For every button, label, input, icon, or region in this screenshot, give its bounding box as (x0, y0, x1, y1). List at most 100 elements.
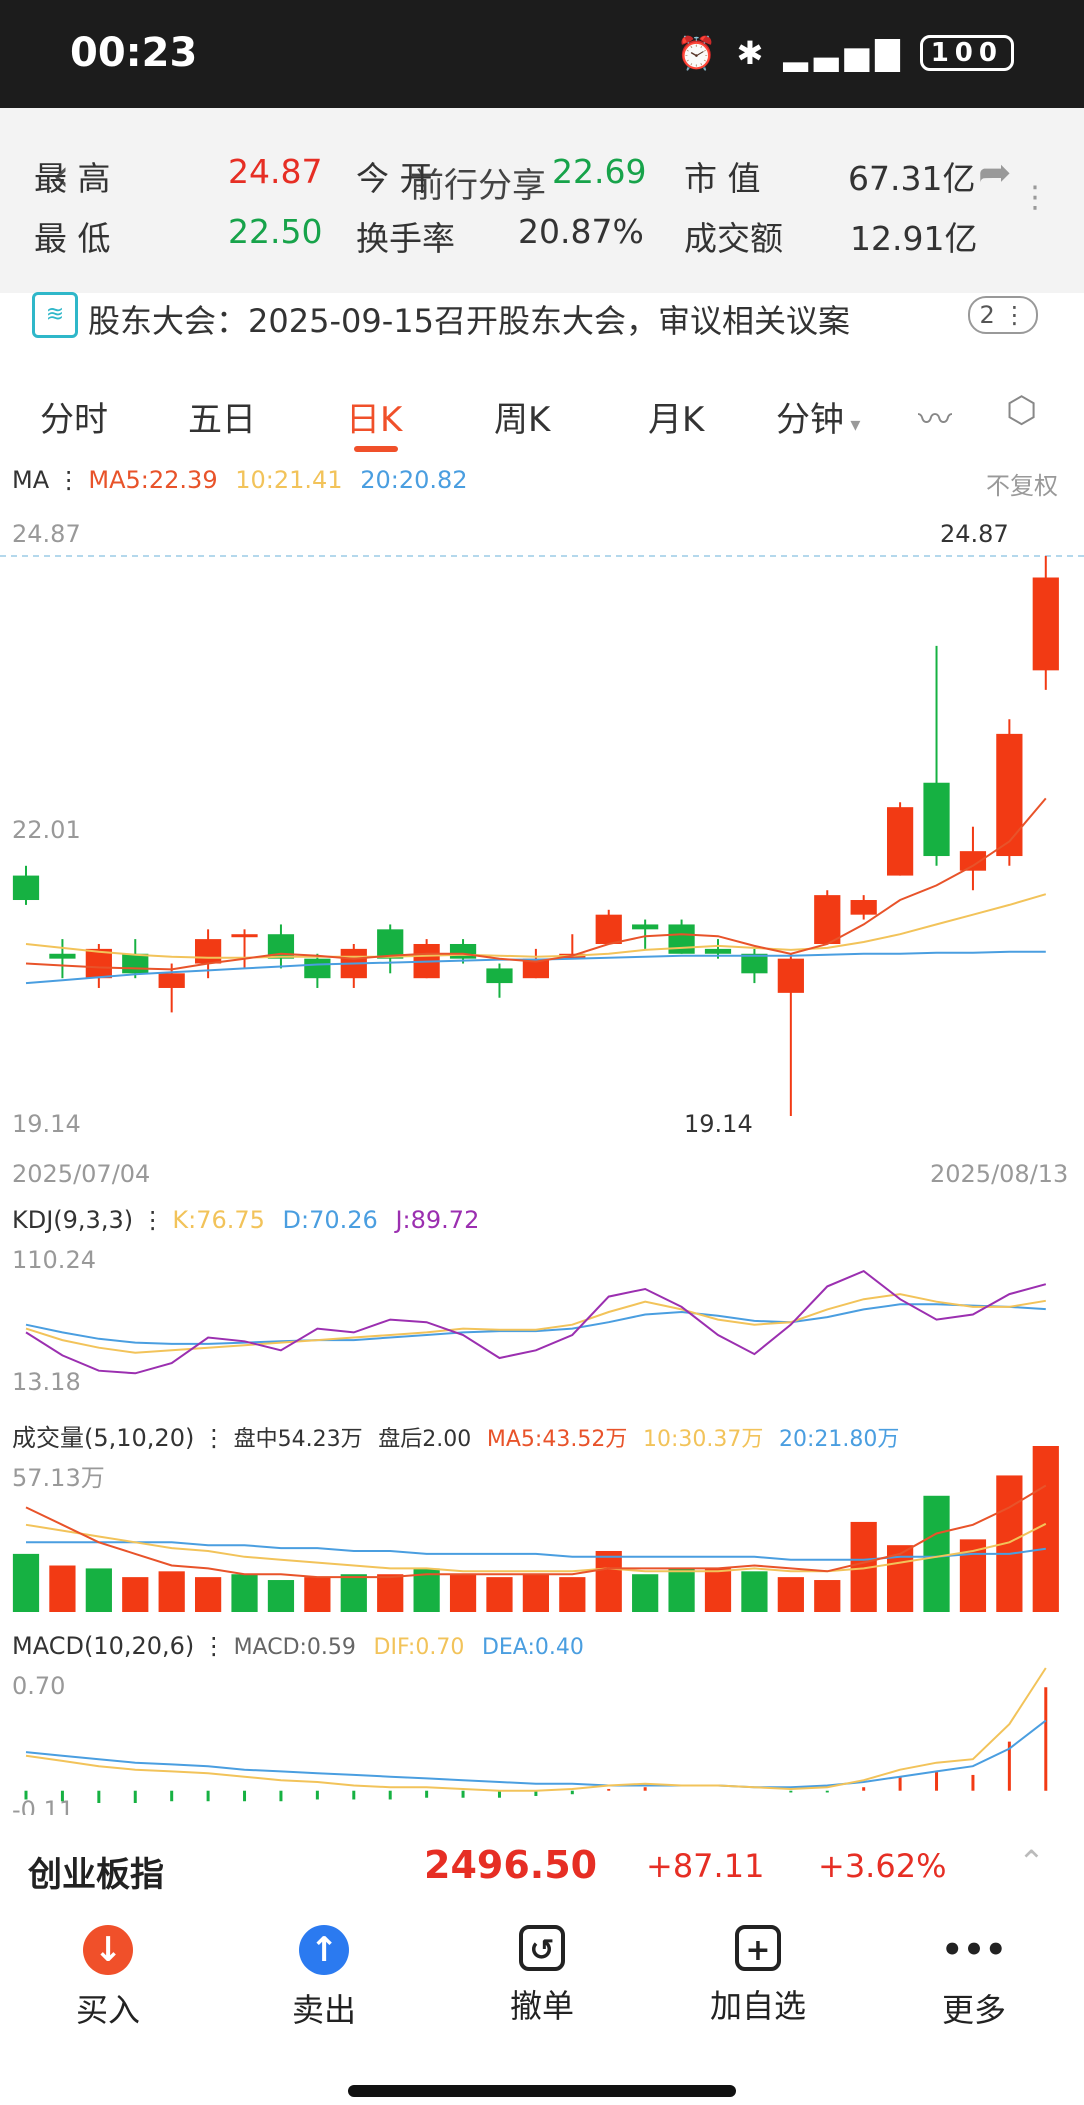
volume-ma20: 20:21.80万 (779, 1427, 900, 1452)
kdj-title: KDJ(9,3,3) (12, 1206, 134, 1234)
clock: 00:23 (70, 30, 198, 76)
tab-monthly-k[interactable]: 月K (648, 400, 705, 440)
ma-legend: MA ⋮ MA5:22.39 10:21.41 20:20.82 (12, 466, 468, 494)
candle-body (923, 782, 950, 857)
date-start: 2025/07/04 (12, 1160, 151, 1188)
buy-label: 买入 (75, 1991, 140, 2029)
add-watchlist-button[interactable]: + 加自选 (698, 1925, 818, 2027)
index-name: 创业板指 (28, 1855, 164, 1895)
tab-minute[interactable]: 分钟 ▾ (776, 392, 860, 441)
buy-icon: ↓ (83, 1925, 133, 1975)
back-icon[interactable]: ‹ (52, 150, 70, 201)
notice-count-badge[interactable]: 2 ⋮ (968, 296, 1038, 334)
volume-bar (522, 1574, 550, 1612)
bluetooth-icon: ✱ (736, 34, 770, 72)
volume-bar (194, 1577, 222, 1612)
candle-body (194, 939, 222, 964)
volume-bar (267, 1580, 295, 1612)
volume-bar (595, 1550, 622, 1612)
open-value: 22.69 (552, 152, 647, 191)
candle-body (377, 929, 404, 959)
ma5-line (25, 797, 1047, 971)
high-label: 最 高 (34, 159, 111, 198)
buy-button[interactable]: ↓ 买入 (48, 1925, 168, 2031)
add-watchlist-icon: + (735, 1925, 781, 1971)
volume-bar (304, 1577, 331, 1612)
tab-intraday[interactable]: 分时 (40, 400, 108, 440)
kdj-k-line (25, 1293, 1046, 1354)
more-label: 更多 (941, 1991, 1006, 2029)
tab-daily-k[interactable]: 日K (346, 400, 403, 440)
volume-bar (231, 1574, 258, 1612)
more-menu-icon[interactable]: ⋮ (1020, 180, 1050, 215)
candle-body (12, 875, 40, 901)
volume-bar (449, 1574, 477, 1612)
sell-label: 卖出 (291, 1991, 356, 2029)
low-label: 最 低 (34, 219, 111, 258)
settings-icon[interactable]: ⬡ (1006, 390, 1038, 431)
draw-line-icon[interactable]: 〰 (918, 400, 952, 440)
volume-bar (559, 1577, 586, 1612)
sell-button[interactable]: ↑ 卖出 (264, 1925, 384, 2031)
volume-bar (158, 1571, 185, 1612)
candle-body (704, 948, 732, 954)
volume-title: 成交量(5,10,20) (12, 1424, 195, 1452)
min-price-marker: 19.14 (684, 1110, 753, 1138)
macd-menu-icon: ⋮ (201, 1632, 226, 1660)
volume-after: 盘后2.00 (378, 1427, 472, 1452)
candle-body (886, 807, 914, 876)
volume-bar (49, 1565, 76, 1612)
kdj-k: K:76.75 (172, 1206, 265, 1234)
volume-intraday: 盘中54.23万 (233, 1427, 363, 1452)
volume-ma5: MA5:43.52万 (486, 1427, 628, 1452)
amount-label: 成交额 (684, 219, 783, 258)
ma20-legend: 20:20.82 (360, 466, 468, 494)
more-icon: ••• (941, 1930, 1007, 1970)
index-bar[interactable]: 创业板指 2496.50 +87.11 +3.62% ⌃ (0, 1815, 1084, 1915)
stock-header (0, 108, 1084, 293)
cancel-order-button[interactable]: ↺ 撤单 (482, 1925, 602, 2027)
volume-axis-top: 57.13万 (12, 1464, 105, 1492)
kdj-axis-bottom: 13.18 (12, 1368, 81, 1396)
index-pct: +3.62% (818, 1847, 947, 1885)
volume-bar (814, 1580, 841, 1612)
signal-icon: ▂▃▅▇ (783, 34, 906, 72)
low-value: 22.50 (228, 212, 323, 251)
page-title: 前行分享 (410, 166, 546, 206)
notice-text: 股东大会：2025-09-15召开股东大会，审议相关议案 (88, 302, 850, 340)
price-axis-mid: 22.01 (12, 816, 81, 844)
tab-five-day[interactable]: 五日 (188, 400, 256, 440)
more-button[interactable]: ••• 更多 (914, 1925, 1034, 2031)
sell-icon: ↑ (299, 1925, 349, 1975)
candle-body (449, 943, 477, 959)
add-watchlist-label: 加自选 (709, 1987, 806, 2025)
volume-bar (12, 1553, 40, 1612)
macd-value: MACD:0.59 (233, 1635, 356, 1660)
kline-chart[interactable] (0, 0, 1084, 1815)
volume-bar (486, 1577, 513, 1612)
volume-ma5-line (25, 1484, 1047, 1579)
volume-bar (777, 1577, 804, 1612)
adjust-mode[interactable]: 不复权 (986, 472, 1058, 500)
notice-count: 2 (979, 301, 995, 329)
ma-label: MA (12, 466, 50, 494)
share-icon[interactable]: ➦ (978, 150, 1012, 196)
tab-weekly-k[interactable]: 周K (494, 400, 551, 440)
ma10-line (25, 893, 1047, 959)
volume-bar (923, 1495, 950, 1612)
candle-body (996, 733, 1023, 857)
kdj-menu-icon: ⋮ (140, 1206, 165, 1234)
candle-body (122, 953, 149, 974)
candle-body (49, 953, 76, 959)
high-value: 24.87 (228, 152, 323, 191)
volume-bar (741, 1571, 768, 1612)
volume-bar (377, 1574, 404, 1612)
kdj-d: D:70.26 (282, 1206, 378, 1234)
index-value: 2496.50 (424, 1843, 598, 1887)
ma5-legend: MA5:22.39 (88, 466, 218, 494)
status-icons: ⏰ ✱ ▂▃▅▇ 100 (677, 34, 1014, 72)
expand-up-icon[interactable]: ⌃ (1018, 1843, 1045, 1881)
candle-body (850, 900, 877, 915)
date-end: 2025/08/13 (930, 1160, 1069, 1188)
notice-row[interactable] (0, 293, 1084, 383)
